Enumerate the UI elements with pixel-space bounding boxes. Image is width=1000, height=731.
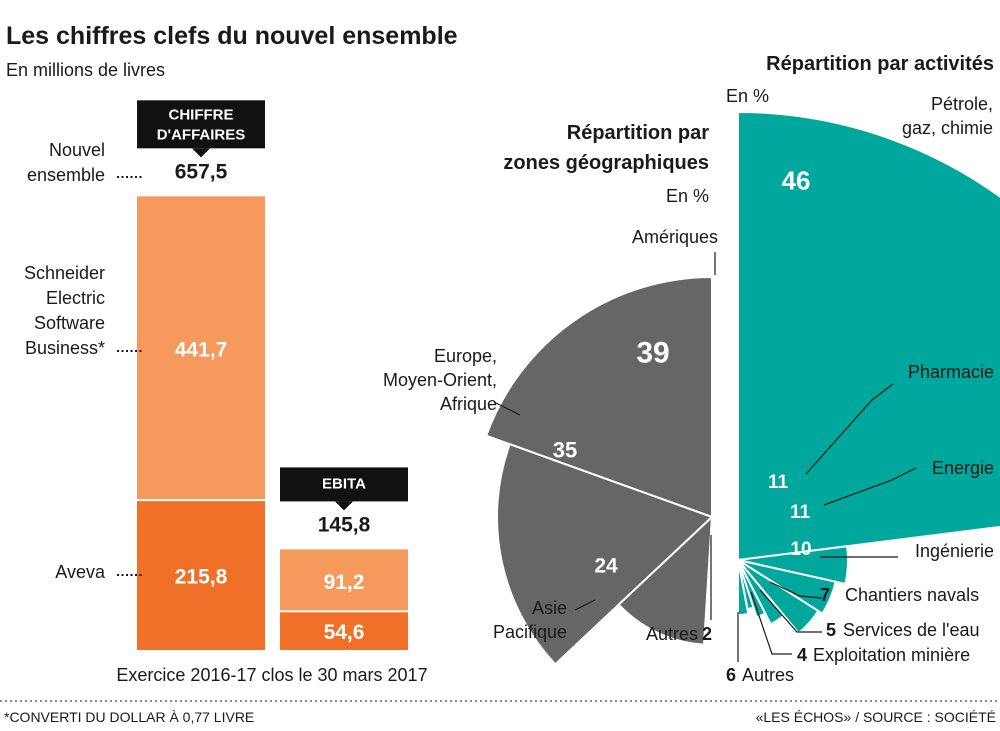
activity-label: Services de l'eau (843, 620, 980, 640)
bar-schneider (280, 549, 408, 611)
chart-subtitle: En millions de livres (6, 60, 165, 80)
bar-total-value: 657,5 (175, 160, 228, 183)
activity-label-petrole: gaz, chimie (902, 118, 993, 138)
activity-slice (737, 545, 849, 586)
activity-label: Exploitation minière (813, 645, 970, 665)
activity-leader (769, 581, 823, 599)
badge-pointer (335, 501, 353, 511)
activity-value: 4 (797, 645, 807, 665)
activity-title: Répartition par activités (766, 53, 994, 75)
geo-slice-value: 24 (594, 554, 618, 577)
badge-pointer (192, 148, 210, 158)
legend-schneider: Schneider (24, 263, 105, 283)
activity-label-petrole: Pétrole, (931, 94, 993, 114)
geo-value-autres: 2 (702, 624, 712, 644)
activity-leader (805, 383, 894, 475)
legend-nouvel-ensemble: ensemble (27, 165, 105, 185)
geo-pie-chart: 39 35 24 Répartition par zones géographiques… (383, 122, 718, 666)
activity-slice (737, 559, 786, 626)
activity-slice (737, 559, 767, 619)
bar-value-schneider: 91,2 (324, 571, 365, 594)
legend-aveva: Aveva (55, 562, 106, 582)
activity-label-energie: Energie (932, 458, 994, 478)
chart-title: Les chiffres clefs du nouvel ensemble (6, 22, 458, 50)
activity-unit: En % (726, 86, 769, 106)
category-badge (137, 100, 265, 149)
category-label: D'AFFAIRES (157, 126, 246, 143)
geo-slice-value: 35 (553, 438, 577, 463)
activity-slice (737, 559, 820, 635)
legend-schneider: Software (34, 313, 105, 333)
activity-label-ingenierie: Ingénierie (915, 541, 994, 561)
activity-value: 6 (726, 665, 736, 685)
activity-slice (737, 110, 1000, 562)
geo-label-emea: Moyen-Orient, (383, 370, 497, 390)
legend-schneider: Electric (46, 288, 105, 308)
bar-schneider (137, 196, 265, 500)
geo-slice (710, 516, 713, 533)
category-badge (280, 467, 408, 502)
activity-slice (737, 559, 837, 615)
geo-unit: En % (666, 186, 709, 206)
geo-label-autres: Autres (646, 624, 698, 644)
geo-leader (574, 599, 596, 611)
bar-value-aveva: 54,6 (324, 621, 365, 644)
activity-leader (759, 589, 822, 633)
bar-aveva (137, 501, 265, 650)
geo-label-asie: Pacifique (493, 622, 567, 642)
geo-label-ameriques: Amériques (632, 227, 718, 247)
bar-value-aveva: 215,8 (175, 566, 228, 589)
geo-title: Répartition par (567, 122, 709, 144)
activity-slice-value: 11 (790, 502, 811, 523)
geo-slice (484, 275, 713, 519)
bar-x-label: Exercice 2016-17 clos le 30 mars 2017 (116, 665, 427, 685)
footer-source: «LES ÉCHOS» / SOURCE : SOCIÉTÉ (756, 709, 996, 725)
geo-slice-value: 39 (636, 337, 669, 370)
activity-value: 5 (826, 620, 836, 640)
activity-leader (823, 467, 917, 506)
geo-label-emea: Europe, (434, 346, 497, 366)
category-label: EBITA (322, 475, 366, 492)
activity-slice-value: 11 (768, 472, 789, 493)
geo-slice (617, 514, 714, 646)
geo-slice (496, 442, 714, 666)
activity-slice-value: 46 (782, 165, 811, 195)
activity-leader (750, 591, 792, 655)
bar-value-schneider: 441,7 (175, 339, 228, 362)
footer-note: *CONVERTI DU DOLLAR À 0,77 LIVRE (4, 709, 254, 725)
activity-label: Autres (742, 665, 794, 685)
bar-chart: 215,8 441,7 657,5 CHIFFRE D'AFFAIRES 54,6 91,2… (24, 100, 428, 685)
geo-label-asie: Asie (532, 598, 567, 618)
bar-total-value: 145,8 (318, 513, 371, 536)
geo-leader (493, 401, 521, 416)
geo-label-emea: Afrique (440, 394, 497, 414)
geo-title: zones géographiques (503, 152, 709, 174)
activity-value: 7 (820, 585, 830, 605)
bar-aveva (280, 612, 408, 650)
activity-slice-value: 10 (790, 539, 811, 560)
legend-schneider: Business* (25, 338, 105, 358)
activity-label: Chantiers navals (845, 585, 979, 605)
category-label: CHIFFRE (169, 106, 234, 123)
legend-nouvel-ensemble: Nouvel (49, 140, 105, 160)
activity-label-pharmacie: Pharmacie (908, 362, 994, 382)
